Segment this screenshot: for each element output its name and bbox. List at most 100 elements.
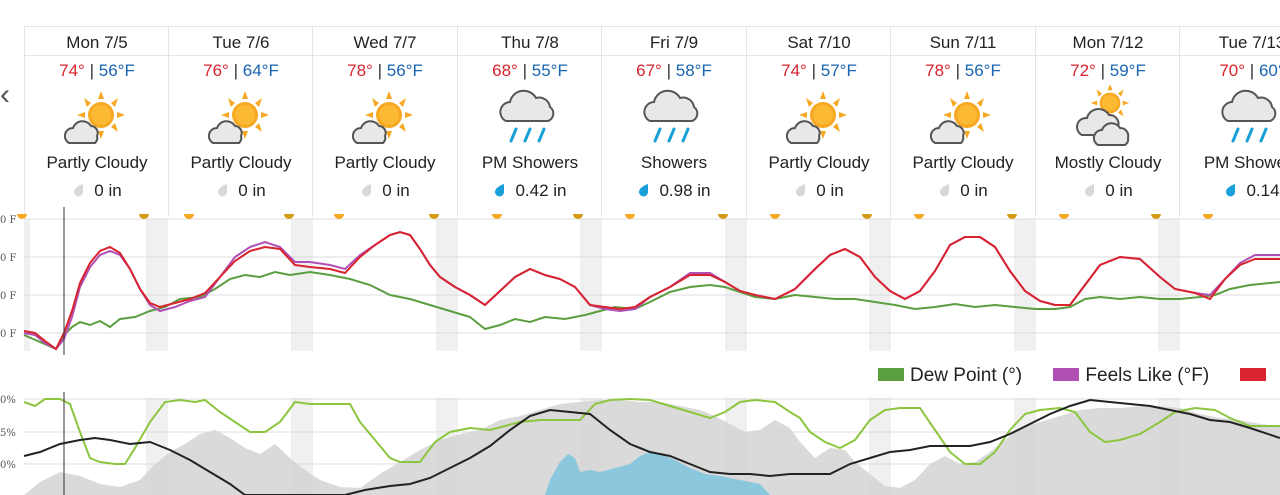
rain-drop-icon (1224, 183, 1238, 197)
partly-cloudy-icon (61, 85, 133, 151)
showers-icon (494, 85, 566, 151)
rain-drop-icon (637, 183, 651, 197)
showers-icon (1216, 85, 1280, 151)
low-temp: 55°F (531, 61, 568, 80)
temperature-line (23, 230, 1280, 351)
legend-dew-point[interactable]: Dew Point (°) (878, 365, 1022, 387)
day-temperatures: 68° | 55°F (492, 61, 568, 80)
legend-temperature[interactable] (1240, 365, 1272, 387)
low-temp: 60° (1258, 61, 1280, 80)
sun-markers (17, 214, 1213, 219)
previous-days-icon[interactable]: ‹ (0, 78, 10, 111)
condition-text: Partly Cloudy (768, 153, 870, 172)
precip-amount: 0.42 in (458, 181, 602, 201)
day-column[interactable]: Wed 7/7 78° | 56°F Partly Cloudy 0 in (312, 27, 457, 217)
condition-text: Mostly Cloudy (1054, 153, 1162, 172)
legend-swatch (1053, 368, 1080, 381)
partly-cloudy-icon (783, 85, 855, 151)
day-column[interactable]: Sat 7/10 74° | 57°F Partly Cloudy 0 in (746, 27, 891, 217)
rain-drop-icon (493, 183, 507, 197)
dew-point-line (23, 270, 1280, 351)
daily-forecast-strip: Mon 7/5 74° | 56°F Partly Cloudy 0 in Tu… (24, 26, 1280, 217)
day-label: Sun 7/11 (891, 31, 1035, 56)
condition-text: Partly Cloudy (46, 153, 148, 172)
mostly-cloudy-icon (1072, 85, 1144, 151)
day-column[interactable]: Thu 7/8 68° | 55°F PM Showers 0.42 in (457, 27, 602, 217)
condition-text: Partly Cloudy (190, 153, 292, 172)
partly-cloudy-icon (349, 85, 421, 151)
no-precip-drop-icon (360, 183, 374, 197)
precip-chance-area (545, 452, 770, 495)
condition-text: Partly Cloudy (912, 153, 1014, 172)
low-temp: 57°F (820, 61, 857, 80)
no-precip-drop-icon (1083, 183, 1097, 197)
day-column[interactable]: Tue 7/6 76° | 64°F Partly Cloudy 0 in (168, 27, 313, 217)
low-temp: 56°F (98, 61, 135, 80)
legend-swatch (1240, 368, 1267, 381)
y-axis-label: 0% (0, 395, 16, 406)
day-label: Mon 7/5 (25, 31, 169, 56)
y-axis-label: 0 F (0, 215, 17, 226)
precip-amount: 0.14 (1180, 181, 1280, 201)
high-temp: 74° (59, 61, 85, 80)
y-axis-label: 0 F (0, 291, 17, 302)
condition-text: PM Showers (481, 153, 579, 172)
no-precip-drop-icon (216, 183, 230, 197)
condition-text: Partly Cloudy (334, 153, 436, 172)
day-column[interactable]: Fri 7/9 67° | 58°F Showers 0.98 in (601, 27, 746, 217)
day-temperatures: 78° | 56°F (347, 61, 423, 80)
no-precip-drop-icon (938, 183, 952, 197)
precip-amount: 0 in (169, 181, 313, 201)
no-precip-drop-icon (794, 183, 808, 197)
day-label: Fri 7/9 (602, 31, 746, 56)
day-temperatures: 70° | 60° (1180, 61, 1280, 81)
high-temp: 67° (636, 61, 662, 80)
day-column[interactable]: Sun 7/11 78° | 56°F Partly Cloudy 0 in (890, 27, 1035, 217)
precip-amount: 0 in (25, 181, 169, 201)
precip-amount: 0 in (747, 181, 891, 201)
day-temperatures: 67° | 58°F (636, 61, 712, 80)
day-label: Thu 7/8 (458, 31, 602, 56)
hourly-temperature-chart[interactable]: 0 F 0 F 0 F 0 F (0, 207, 1280, 355)
no-precip-drop-icon (72, 183, 86, 197)
precip-amount: 0 in (891, 181, 1035, 201)
y-axis-label: 5% (0, 428, 16, 439)
high-temp: 78° (347, 61, 373, 80)
precip-amount: 0 in (1036, 181, 1180, 201)
night-shading (24, 219, 1180, 351)
day-column[interactable]: Mon 7/5 74° | 56°F Partly Cloudy 0 in (24, 27, 169, 217)
low-temp: 56°F (386, 61, 423, 80)
precip-amount: 0.98 in (602, 181, 746, 201)
day-label: Wed 7/7 (313, 31, 457, 56)
condition-text: PM Showers (1203, 153, 1280, 172)
y-axis-label: 0% (0, 460, 16, 471)
high-temp: 74° (781, 61, 807, 80)
day-column[interactable]: Tue 7/13 70° | 60° PM Showers 0.14 (1179, 27, 1280, 217)
precip-amount: 0 in (313, 181, 457, 201)
day-temperatures: 78° | 56°F (925, 61, 1001, 80)
cloud-cover-area (24, 400, 1280, 495)
day-label: Mon 7/12 (1036, 31, 1180, 56)
high-temp: 72° (1070, 61, 1096, 80)
day-label: Tue 7/13 (1180, 31, 1280, 56)
day-temperatures: 74° | 56°F (59, 61, 135, 80)
high-temp: 78° (925, 61, 951, 80)
low-temp: 56°F (964, 61, 1001, 80)
chart-legend: Dew Point (°) Feels Like (°F) (878, 365, 1280, 387)
high-temp: 68° (492, 61, 518, 80)
day-temperatures: 76° | 64°F (203, 61, 279, 80)
low-temp: 64°F (242, 61, 279, 80)
legend-feels-like[interactable]: Feels Like (°F) (1053, 365, 1209, 387)
day-temperatures: 72° | 59°F (1070, 61, 1146, 80)
hourly-humidity-chart[interactable]: 0% 5% 0% (0, 392, 1280, 495)
day-label: Tue 7/6 (169, 31, 313, 56)
high-temp: 70° (1219, 61, 1246, 80)
low-temp: 58°F (675, 61, 712, 80)
y-axis-label: 0 F (0, 329, 17, 340)
day-temperatures: 74° | 57°F (781, 61, 857, 80)
pressure-line (23, 398, 1280, 495)
showers-icon (638, 85, 710, 151)
day-column[interactable]: Mon 7/12 72° | 59°F Mostly Cloudy 0 in (1035, 27, 1180, 217)
humidity-line (23, 397, 1280, 465)
condition-text: Showers (640, 153, 708, 172)
